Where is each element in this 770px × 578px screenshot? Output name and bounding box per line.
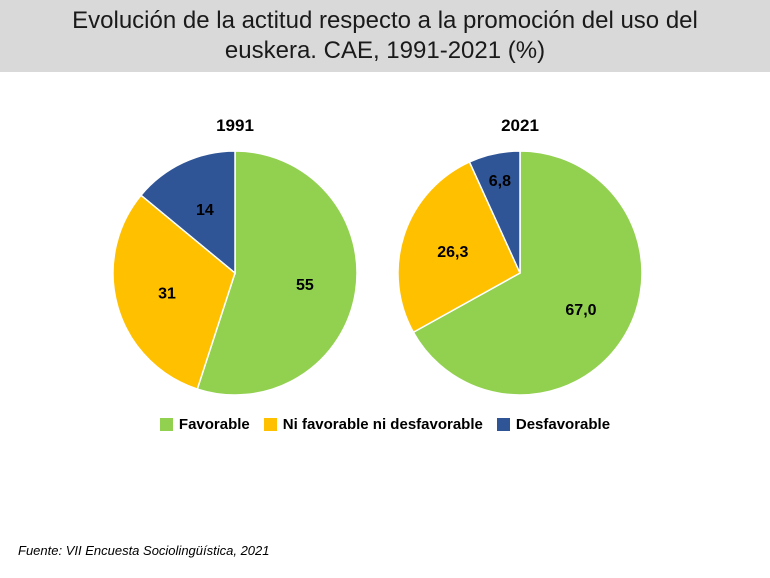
slice-2021-favorable — [412, 150, 643, 396]
slice-1991-desfavorable — [139, 150, 236, 275]
source-note: Fuente: VII Encuesta Sociolingüística, 2… — [18, 543, 270, 558]
legend-item-desfavorable: Desfavorable — [496, 416, 611, 433]
data-label-1991-desfavorable: 14 — [196, 202, 214, 219]
legend-label-desfavorable: Desfavorable — [515, 416, 611, 433]
legend-label-favorable: Favorable — [178, 416, 250, 433]
legend: Favorable Ni favorable ni desfavorable D… — [0, 416, 770, 433]
data-label-2021-desfavorable: 6,8 — [489, 173, 511, 190]
slice-2021-neutral — [397, 160, 521, 334]
pie-1991: 1991 55 31 14 — [112, 116, 358, 396]
data-label-1991-favorable: 55 — [296, 277, 314, 294]
legend-swatch-favorable — [159, 418, 173, 431]
slice-1991-neutral — [112, 194, 236, 390]
data-label-1991-neutral: 31 — [158, 286, 176, 303]
pie-title-1991: 1991 — [216, 116, 254, 135]
legend-swatch-desfavorable — [496, 418, 510, 431]
legend-item-favorable: Favorable — [159, 416, 250, 433]
chart-title: Evolución de la actitud respecto a la pr… — [72, 7, 698, 64]
data-label-2021-favorable: 67,0 — [565, 302, 596, 319]
slice-1991-favorable — [196, 150, 358, 396]
pie-title-2021: 2021 — [501, 116, 539, 135]
title-bar: Evolución de la actitud respecto a la pr… — [0, 0, 770, 72]
legend-label-neutral: Ni favorable ni desfavorable — [282, 416, 483, 433]
legend-item-neutral: Ni favorable ni desfavorable — [263, 416, 483, 433]
slice-2021-desfavorable — [468, 150, 521, 274]
pie-2021: 2021 67,0 26,3 6,8 — [397, 116, 643, 396]
data-label-2021-neutral: 26,3 — [437, 244, 468, 261]
legend-swatch-neutral — [263, 418, 277, 431]
